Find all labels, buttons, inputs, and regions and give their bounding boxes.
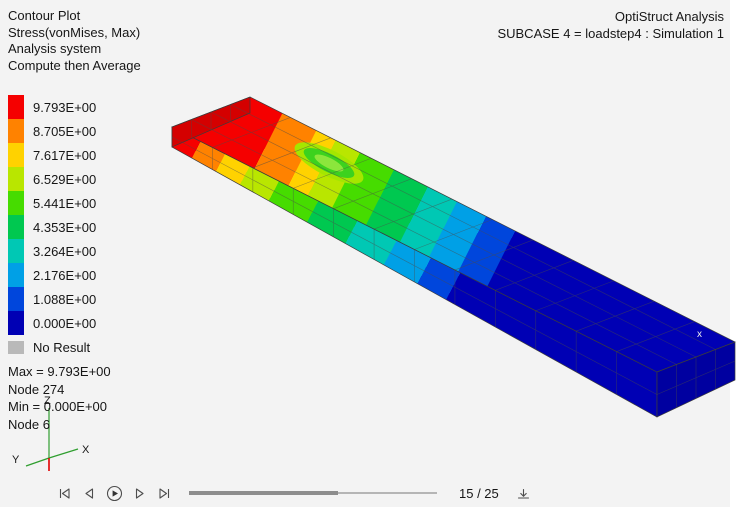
legend-swatch (8, 263, 24, 287)
beam-model (171, 96, 736, 418)
triad-z-label: Z (44, 395, 51, 407)
skip-to-start-button[interactable] (56, 485, 73, 502)
legend-entry: 7.617E+00 (8, 143, 111, 167)
skip-to-end-button[interactable] (156, 485, 173, 502)
legend-entry: 8.705E+00 (8, 119, 111, 143)
window-edge-bottom (0, 507, 736, 520)
current-time-icon (517, 488, 529, 499)
legend-entry: 0.000E+00 (8, 311, 111, 335)
legend-no-result: No Result (8, 339, 111, 355)
legend-entries: 9.793E+00 8.705E+00 7.617E+00 6.529E+00 5.44… (8, 95, 111, 335)
min-node-label: Node 6 (8, 416, 50, 432)
contour-averaging: Compute then Average (8, 57, 141, 73)
frame-slider[interactable] (189, 490, 437, 496)
contour-system: Analysis system (8, 41, 102, 56)
coordinate-triad: Z X Y (12, 395, 90, 471)
current-time-button[interactable] (515, 485, 532, 502)
legend-entry: 2.176E+00 (8, 263, 111, 287)
contour-result-type: Stress(vonMises, Max) (8, 24, 141, 40)
legend-swatch (8, 287, 24, 311)
analysis-info-block: OptiStruct Analysis SUBCASE 4 = loadstep… (497, 8, 724, 42)
legend-entry: 1.088E+00 (8, 287, 111, 311)
legend-stats: Max = 9.793E+00 Node 274 Min = 0.000E+00… (8, 363, 111, 433)
min-value-label: Min = 0.000E+00 (8, 399, 108, 414)
legend-value-label: 3.264E+00 (33, 243, 97, 259)
no-result-swatch (8, 340, 24, 354)
legend-entry: 9.793E+00 (8, 95, 111, 119)
skip-end-icon (159, 487, 170, 499)
step-back-button[interactable] (81, 485, 98, 502)
play-icon (106, 485, 123, 501)
legend-swatch (8, 167, 24, 191)
frame-slider-progress (189, 491, 338, 495)
contour-plot-title: Contour Plot (8, 8, 81, 23)
window-edge-right (730, 0, 736, 520)
subcase-label: SUBCASE 4 = loadstep4 : Simulation 1 (497, 26, 724, 41)
legend-value-label: 6.529E+00 (33, 171, 97, 187)
step-forward-icon (135, 487, 144, 499)
triad-x-label: X (82, 444, 90, 456)
legend-value-label: 0.000E+00 (33, 315, 97, 331)
min-node-marker: x (697, 329, 702, 340)
max-node-label: Node 274 (8, 381, 65, 397)
skip-start-icon (59, 487, 70, 499)
legend-value-label: 7.617E+00 (33, 147, 97, 163)
legend-value-label: 4.353E+00 (33, 219, 97, 235)
no-result-label: No Result (33, 339, 91, 355)
legend-swatch (8, 191, 24, 215)
max-value-label: Max = 9.793E+00 (8, 364, 111, 379)
legend-swatch (8, 119, 24, 143)
frame-counter: 15 / 25 (459, 485, 499, 501)
legend-value-label: 2.176E+00 (33, 267, 97, 283)
legend-entry: 3.264E+00 (8, 239, 111, 263)
analysis-title: OptiStruct Analysis (614, 9, 724, 24)
legend-value-label: 5.441E+00 (33, 195, 97, 211)
contour-legend: 9.793E+00 8.705E+00 7.617E+00 6.529E+00 5.44… (8, 95, 111, 433)
legend-swatch (8, 311, 24, 335)
legend-swatch (8, 143, 24, 167)
legend-entry: 6.529E+00 (8, 167, 111, 191)
step-back-icon (85, 487, 94, 499)
contour-info-block: Contour Plot Stress(vonMises, Max) Analy… (8, 8, 141, 74)
triad-y-label: Y (12, 454, 20, 466)
legend-entry: 5.441E+00 (8, 191, 111, 215)
step-forward-button[interactable] (131, 485, 148, 502)
play-button[interactable] (106, 485, 123, 502)
legend-swatch (8, 239, 24, 263)
legend-swatch (8, 215, 24, 239)
animation-controls: 15 / 25 (52, 483, 536, 503)
legend-value-label: 1.088E+00 (33, 291, 97, 307)
legend-entry: 4.353E+00 (8, 215, 111, 239)
legend-value-label: 8.705E+00 (33, 123, 97, 139)
legend-value-label: 9.793E+00 (33, 99, 97, 115)
legend-swatch (8, 95, 24, 119)
